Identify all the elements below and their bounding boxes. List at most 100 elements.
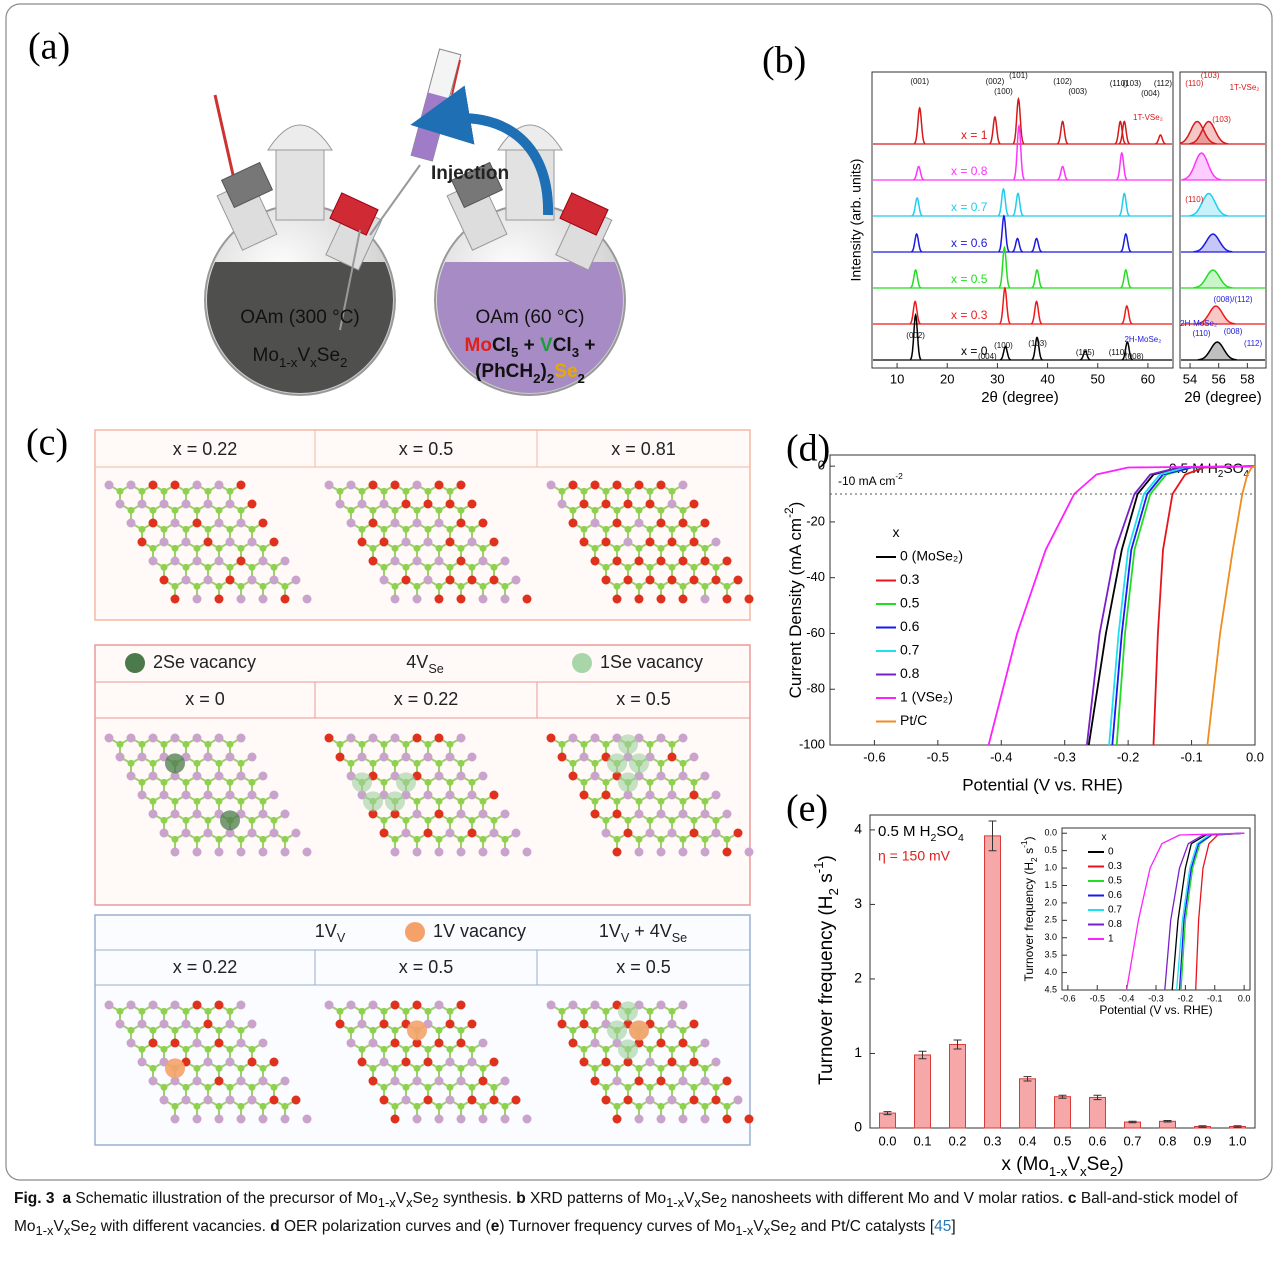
v-atom	[612, 809, 622, 819]
mo-atom	[214, 1114, 224, 1124]
se-atom	[679, 506, 687, 514]
se-atom	[701, 1102, 709, 1110]
se-atom	[182, 487, 190, 495]
se-atom	[446, 1045, 454, 1053]
mo-atom	[546, 480, 556, 490]
se-atom	[204, 816, 212, 824]
se-atom	[358, 1007, 366, 1015]
x-tick-label: 0.3	[983, 1133, 1001, 1148]
peak	[1012, 192, 1024, 217]
v-atom	[579, 1019, 589, 1029]
peak	[1056, 165, 1069, 181]
v-atom	[601, 1095, 611, 1105]
text-run: Cl	[553, 335, 572, 356]
error-bar	[1093, 1094, 1102, 1101]
structure-label: x = 0.22	[394, 689, 459, 709]
structure-label: x = 0.5	[399, 957, 454, 977]
se-atom	[226, 740, 234, 748]
se-atom	[479, 1064, 487, 1072]
x-tick-label: 0.1	[913, 1133, 931, 1148]
peak-label: (110)	[1192, 329, 1210, 338]
se-atom	[446, 563, 454, 571]
y-axis-label: Intensity (arb. units)	[848, 159, 864, 282]
mo-atom	[456, 809, 466, 819]
se-atom	[501, 835, 509, 843]
mo-atom	[280, 1114, 290, 1124]
stopper	[329, 192, 379, 236]
se-atom	[237, 544, 245, 552]
se-atom	[226, 525, 234, 533]
se-atom	[182, 816, 190, 824]
se-atom	[116, 740, 124, 748]
caption-text: Se	[70, 1218, 90, 1236]
v-atom	[412, 1000, 422, 1010]
v-atom	[214, 594, 224, 604]
se-atom	[281, 1102, 289, 1110]
se-atom	[182, 525, 190, 533]
v-atom	[467, 575, 477, 585]
mo-atom	[434, 1000, 444, 1010]
se-atom	[591, 1064, 599, 1072]
se-atom	[468, 563, 476, 571]
se-atom	[712, 816, 720, 824]
text-run: 2	[1218, 469, 1223, 480]
se-atom	[558, 740, 566, 748]
v-atom	[214, 1038, 224, 1048]
v-atom	[192, 1000, 202, 1010]
se-atom	[457, 544, 465, 552]
peak	[1114, 120, 1126, 145]
mo-atom	[192, 733, 202, 743]
peak-label: 2H-MoSe₂	[1180, 319, 1217, 328]
mo-atom	[478, 809, 488, 819]
flask-top	[267, 124, 333, 151]
mo-atom	[258, 809, 268, 819]
se-atom	[468, 1045, 476, 1053]
mo-atom	[711, 790, 721, 800]
mo-atom	[634, 809, 644, 819]
mo-atom	[500, 594, 510, 604]
mo-atom	[667, 1019, 677, 1029]
mo-atom	[225, 828, 235, 838]
mo-atom	[258, 847, 268, 857]
mo-atom	[423, 790, 433, 800]
peak-label: (100)	[994, 341, 1013, 350]
v-atom	[445, 499, 455, 509]
peak	[1031, 268, 1043, 289]
mo-atom	[126, 1000, 136, 1010]
peak	[909, 312, 922, 360]
mo-atom	[445, 1095, 455, 1105]
se-atom	[723, 1102, 731, 1110]
se-atom	[204, 778, 212, 786]
peak	[1030, 300, 1043, 325]
se-atom	[435, 544, 443, 552]
mo-atom	[126, 1038, 136, 1048]
mo-atom	[258, 1076, 268, 1086]
v-atom	[722, 1076, 732, 1086]
legend-label: 2Se vacancy	[153, 652, 256, 672]
peak	[1031, 336, 1043, 361]
text-run: s	[816, 873, 837, 888]
se-atom	[602, 1083, 610, 1091]
figure: (a) (b) (c) (d) (e) Injection OAm (300 °…	[5, 3, 1273, 1181]
mo-atom	[445, 828, 455, 838]
se-atom	[182, 1083, 190, 1091]
legend-label: Pt/C	[900, 712, 927, 728]
mo-atom	[335, 499, 345, 509]
se-atom	[435, 797, 443, 805]
series-label: x = 0	[961, 344, 988, 358]
error-bar	[1233, 1125, 1242, 1128]
v-atom	[656, 518, 666, 528]
v-atom	[612, 594, 622, 604]
legend-label: 0.6	[1108, 890, 1122, 901]
peak	[998, 245, 1011, 289]
vacancy	[352, 772, 372, 793]
mo-atom	[390, 556, 400, 566]
v-atom	[148, 518, 158, 528]
text-run: 2	[826, 888, 841, 895]
x-axis-label: Potential (V vs. RHE)	[962, 775, 1123, 794]
y-axis-label: Current Density (mA cm-2)	[782, 502, 805, 699]
v-atom	[623, 575, 633, 585]
y-tick-label: 4.5	[1044, 984, 1057, 994]
peak	[1180, 120, 1217, 145]
se-atom	[204, 1007, 212, 1015]
